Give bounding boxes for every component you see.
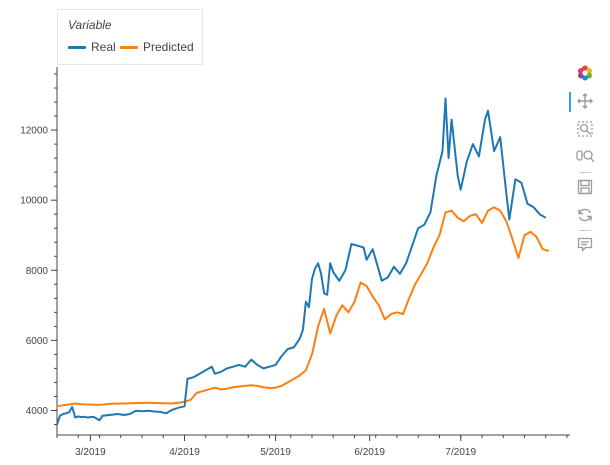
x-tick-label: 5/2019 bbox=[260, 447, 291, 458]
reset-icon[interactable] bbox=[572, 204, 598, 226]
bokeh-logo-icon[interactable] bbox=[572, 62, 598, 84]
y-tick-label: 12000 bbox=[20, 126, 48, 137]
y-tick-label: 6000 bbox=[26, 336, 49, 347]
legend-item-real[interactable]: Real bbox=[68, 40, 116, 54]
legend-swatch-predicted bbox=[120, 45, 138, 49]
hover-icon[interactable] bbox=[572, 234, 598, 256]
legend-label-real: Real bbox=[91, 40, 116, 54]
x-tick-label: 4/2019 bbox=[169, 447, 200, 458]
predicted-series-line bbox=[56, 206, 550, 408]
legend-item-predicted[interactable]: Predicted bbox=[120, 40, 194, 54]
x-tick-label: 3/2019 bbox=[75, 447, 106, 458]
y-tick-label: 10000 bbox=[20, 196, 48, 207]
toolbar-separator bbox=[579, 230, 591, 231]
x-tick-label: 6/2019 bbox=[354, 447, 385, 458]
save-icon[interactable] bbox=[572, 176, 598, 198]
y-tick-label: 8000 bbox=[26, 266, 49, 277]
legend: Variable Real Predicted bbox=[57, 9, 203, 65]
legend-title: Variable bbox=[68, 18, 112, 32]
real-series-line bbox=[56, 97, 547, 425]
toolbar-separator bbox=[579, 172, 591, 173]
y-tick-label: 4000 bbox=[26, 406, 49, 417]
wheel-zoom-icon[interactable] bbox=[572, 146, 598, 168]
legend-label-predicted: Predicted bbox=[143, 40, 194, 54]
legend-swatch-real bbox=[68, 45, 86, 49]
x-tick-label: 7/2019 bbox=[445, 447, 476, 458]
box-zoom-icon[interactable] bbox=[572, 118, 598, 140]
pan-icon[interactable] bbox=[569, 90, 598, 112]
